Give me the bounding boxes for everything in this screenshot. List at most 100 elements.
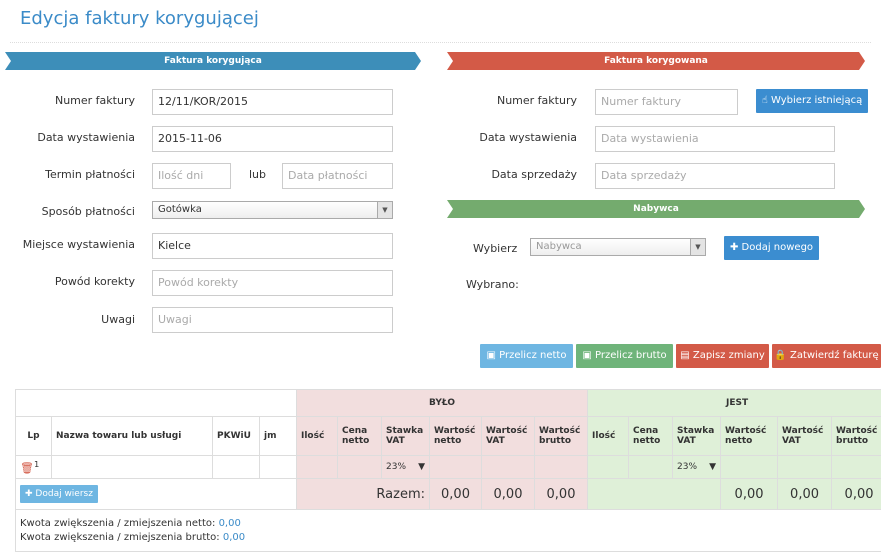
razem-bylo-brutto: 0,00 — [533, 478, 589, 510]
row-nazwa-input[interactable] — [51, 455, 213, 479]
nabywca-select[interactable]: Nabywca ▼ — [530, 238, 706, 256]
uwagi-label: Uwagi — [101, 313, 135, 326]
powod-korekty-input[interactable]: Powód korekty — [152, 270, 393, 296]
row-bylo-cena[interactable] — [337, 455, 382, 479]
hand-pointer-icon: ☝ — [761, 95, 768, 106]
termin-platnosci-label: Termin płatności — [45, 168, 135, 181]
caret-down-icon: ▼ — [418, 462, 425, 472]
numer-faktury-input[interactable]: 12/11/KOR/2015 — [152, 89, 393, 115]
row-jest-ilosc[interactable] — [587, 455, 630, 479]
przelicz-brutto-label: Przelicz brutto — [595, 350, 667, 361]
dodaj-wiersz-button[interactable]: ✚ Dodaj wiersz — [20, 485, 98, 503]
kor-data-wystawienia-input[interactable]: Data wystawienia — [595, 126, 835, 152]
row-bylo-wnetto — [429, 455, 482, 479]
powod-korekty-label: Powód korekty — [54, 275, 135, 288]
col-jest-wnetto: Wartość netto — [720, 416, 779, 456]
razem-bylo-vat: 0,00 — [481, 478, 535, 510]
save-icon: ▤ — [680, 350, 690, 361]
stawka-unit: % — [688, 462, 698, 472]
kor-data-sprzedazy-label: Data sprzedaży — [491, 168, 577, 181]
razem-jest-netto: 0,00 — [720, 478, 779, 510]
banner-faktura-korygujaca: Faktura korygująca — [5, 52, 421, 70]
col-bylo-ilosc: Ilość — [296, 416, 338, 456]
miejsce-wystawienia-input[interactable]: Kielce — [152, 233, 393, 259]
col-bylo-stawka: Stawka VAT — [381, 416, 430, 456]
money-icon: ▣ — [582, 350, 592, 361]
dodaj-nowego-button[interactable]: ✚ Dodaj nowego — [724, 236, 819, 260]
data-wystawienia-label: Data wystawienia — [37, 131, 135, 144]
caret-down-icon: ▼ — [709, 462, 717, 472]
col-jest-wvat: Wartość VAT — [777, 416, 833, 456]
banner-label: Faktura korygująca — [164, 56, 262, 66]
lock-icon: 🔒 — [774, 350, 787, 361]
chevron-down-icon: ▼ — [377, 202, 392, 218]
col-bylo-wbrutto: Wartość brutto — [533, 416, 589, 456]
page-title: Edycja faktury korygującej — [20, 8, 259, 29]
kor-data-wystawienia-label: Data wystawienia — [479, 131, 577, 144]
kor-numer-faktury-label: Numer faktury — [496, 94, 577, 107]
col-jest-cena: Cena netto — [628, 416, 674, 456]
zatwierdz-fakture-button[interactable]: 🔒 Zatwierdź fakturę — [772, 344, 881, 368]
row-jest-cena[interactable] — [628, 455, 674, 479]
row-bylo-wvat — [481, 455, 535, 479]
row-jm-input[interactable] — [259, 455, 297, 479]
col-lp: Lp — [15, 416, 52, 456]
kwota-brutto-line: Kwota zwiększenia / zmiejszenia brutto: … — [20, 531, 881, 545]
kor-numer-faktury-input[interactable]: Numer faktury — [595, 89, 738, 115]
zatwierdz-fakture-label: Zatwierdź fakturę — [789, 350, 879, 361]
header-spacer — [15, 389, 297, 417]
dodaj-wiersz-label: Dodaj wiersz — [35, 489, 93, 499]
data-platnosci-input[interactable]: Data płatności — [282, 163, 393, 189]
banner-shape — [447, 52, 865, 70]
banner-shape — [447, 200, 865, 218]
col-pkwiu: PKWiU — [212, 416, 260, 456]
row-jest-wbrutto — [831, 455, 881, 479]
sposob-platnosci-value: Gotówka — [158, 204, 202, 215]
wybierz-istniejaca-button[interactable]: ☝ Wybierz istniejącą — [756, 89, 868, 113]
sposob-platnosci-select[interactable]: Gotówka ▼ — [152, 201, 393, 219]
zapisz-zmiany-label: Zapisz zmiany — [692, 350, 765, 361]
col-jest-wbrutto: Wartość brutto — [831, 416, 881, 456]
col-jm: jm — [259, 416, 297, 456]
money-icon: ▣ — [486, 350, 496, 361]
lub-label: lub — [249, 168, 267, 181]
summary-cell: Kwota zwiększenia / zmiejszenia netto: 0… — [14, 509, 881, 552]
banner-label: Faktura korygowana — [604, 56, 708, 66]
dodaj-wiersz-cell: ✚ Dodaj wiersz — [15, 478, 297, 510]
banner-nabywca: Nabywca — [447, 200, 865, 218]
stawka-value: 23 — [677, 462, 689, 472]
przelicz-netto-button[interactable]: ▣ Przelicz netto — [480, 344, 573, 368]
miejsce-wystawienia-label: Miejsce wystawienia — [22, 238, 135, 251]
row-bylo-stawka-select[interactable]: 23% ▼ — [381, 455, 430, 479]
row-pkwiu-input[interactable] — [212, 455, 260, 479]
wybierz-label: Wybierz — [473, 242, 518, 255]
sposob-platnosci-label: Sposób płatności — [41, 205, 135, 218]
stawka-value: 23 — [386, 462, 398, 472]
zapisz-zmiany-button[interactable]: ▤ Zapisz zmiany — [676, 344, 769, 368]
row-bylo-ilosc[interactable] — [296, 455, 338, 479]
wybierz-istniejaca-label: Wybierz istniejącą — [771, 95, 863, 106]
kwota-brutto-value: 0,00 — [222, 531, 246, 543]
ilosc-dni-input[interactable]: Ilość dni — [152, 163, 231, 189]
chevron-down-icon: ▼ — [690, 239, 705, 255]
nabywca-placeholder: Nabywca — [536, 241, 582, 252]
row-bylo-wbrutto — [533, 455, 589, 479]
col-jest-ilosc: Ilość — [587, 416, 630, 456]
dodaj-nowego-label: Dodaj nowego — [741, 242, 814, 253]
uwagi-input[interactable]: Uwagi — [152, 307, 393, 333]
trash-icon[interactable]: 🗑 — [20, 461, 34, 475]
table-row: 🗑1 23% ▼ 23% ▼ — [15, 455, 881, 479]
plus-icon: ✚ — [25, 489, 33, 499]
row-jest-stawka-select[interactable]: 23% ▼ — [672, 455, 722, 479]
przelicz-netto-label: Przelicz netto — [499, 350, 567, 361]
stawka-unit: % — [397, 462, 407, 472]
przelicz-brutto-button[interactable]: ▣ Przelicz brutto — [576, 344, 673, 368]
col-nazwa: Nazwa towaru lub usługi — [51, 416, 213, 456]
kor-data-sprzedazy-input[interactable]: Data sprzedaży — [595, 163, 835, 189]
data-wystawienia-input[interactable]: 2015-11-06 — [152, 126, 393, 152]
col-jest-stawka: Stawka VAT — [672, 416, 722, 456]
razem-bylo-netto: 0,00 — [429, 478, 482, 510]
row-jest-wvat — [777, 455, 833, 479]
bylo-header: BYŁO — [295, 389, 589, 417]
razem-jest-spacer — [587, 478, 722, 510]
